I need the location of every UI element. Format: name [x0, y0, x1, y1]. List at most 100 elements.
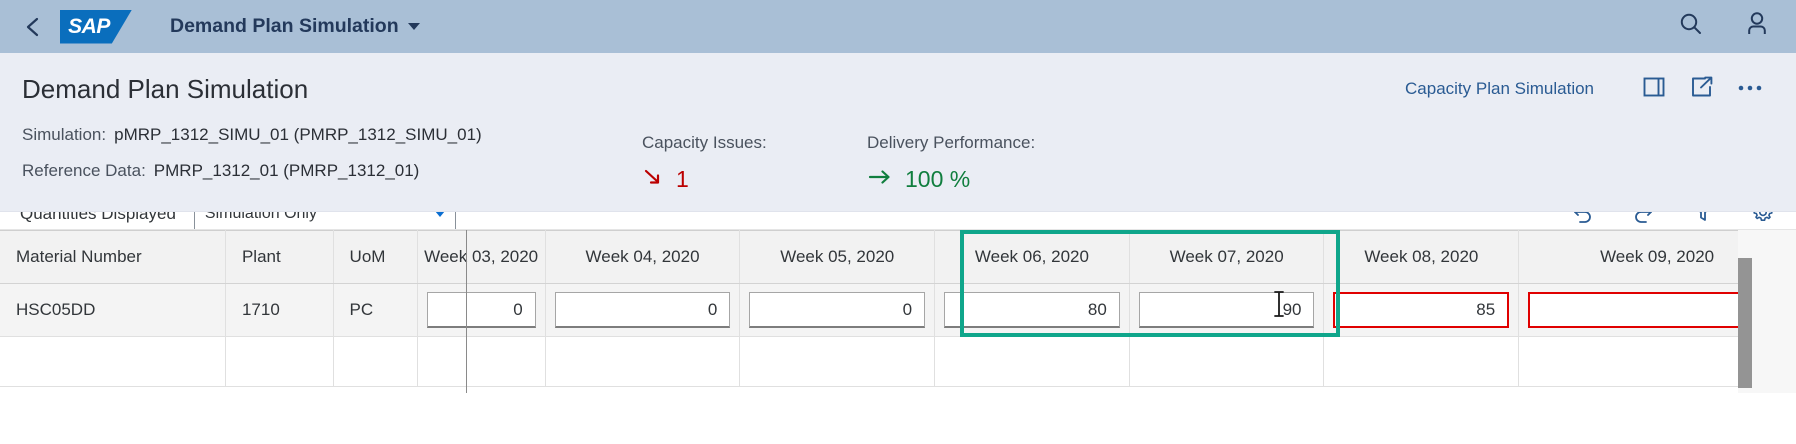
delivery-performance-value: 100 %: [905, 165, 971, 192]
cell-material-number: HSC05DD: [0, 283, 226, 337]
simulation-info-line: Simulation: pMRP_1312_SIMU_01 (PMRP_1312…: [22, 125, 642, 161]
page-title: Demand Plan Simulation: [22, 73, 309, 104]
table-row[interactable]: [0, 336, 1796, 387]
shell-bar: SAP Demand Plan Simulation: [0, 0, 1796, 53]
cell-empty: [333, 336, 418, 387]
redo-icon: [1632, 212, 1654, 228]
simulation-label: Simulation:: [22, 125, 107, 144]
quantities-displayed-value: Simulation Only: [204, 212, 317, 222]
simulation-value: pMRP_1312_SIMU_01 (PMRP_1312_SIMU_01): [114, 125, 482, 144]
demand-plan-table: Material Number Plant UoM Week 03, 2020 …: [0, 230, 1796, 393]
search-icon: [1678, 11, 1704, 42]
cell-week-03: 0: [417, 283, 546, 337]
vertical-scrollbar[interactable]: [1738, 230, 1752, 393]
capacity-issues-kpi: Capacity Issues: 1: [642, 125, 867, 197]
quantity-input-week-05[interactable]: 0: [749, 292, 926, 328]
chevron-left-icon: [23, 16, 43, 38]
quantities-displayed-label: Quantities Displayed: [20, 212, 176, 223]
shell-bar-left: SAP Demand Plan Simulation: [14, 8, 1674, 46]
chevron-down-icon: [407, 23, 420, 30]
cell-week-07: 90: [1129, 283, 1325, 337]
quantity-input-week-08[interactable]: 85: [1333, 292, 1510, 328]
table-right-gutter: [1752, 230, 1796, 393]
grid-body: HSC05DD 1710 PC 0 0 0 80 90: [0, 283, 1796, 387]
cell-empty: [225, 336, 334, 387]
back-button[interactable]: [14, 8, 52, 46]
table-row[interactable]: HSC05DD 1710 PC 0 0 0 80 90: [0, 283, 1796, 337]
cell-empty: [0, 336, 226, 387]
page-header: Demand Plan Simulation Capacity Plan Sim…: [0, 53, 1796, 212]
column-header-plant[interactable]: Plant: [225, 230, 334, 284]
page-header-info: Simulation: pMRP_1312_SIMU_01 (PMRP_1312…: [22, 125, 1774, 211]
cell-empty: [417, 336, 546, 387]
cell-week-06: 80: [934, 283, 1130, 337]
cell-empty: [1129, 336, 1325, 387]
capacity-issues-value: 1: [676, 165, 689, 192]
column-header-week-04[interactable]: Week 04, 2020: [545, 230, 741, 284]
split-screen-icon: [1642, 75, 1666, 104]
column-header-week-07[interactable]: Week 07, 2020: [1129, 230, 1325, 284]
delivery-performance-label: Delivery Performance:: [867, 133, 1036, 152]
column-header-week-05[interactable]: Week 05, 2020: [739, 230, 936, 284]
cell-uom: PC: [333, 283, 418, 337]
capacity-issues-value-row: 1: [642, 161, 867, 197]
table-toolbar-actions: [1570, 212, 1776, 227]
search-button[interactable]: [1674, 10, 1708, 44]
grid-header-row: Material Number Plant UoM Week 03, 2020 …: [0, 230, 1796, 284]
undo-icon: [1572, 212, 1594, 228]
split-view-button[interactable]: [1630, 69, 1678, 109]
right-arrow-icon: [867, 166, 893, 193]
cell-plant: 1710: [225, 283, 334, 337]
reference-data-value: PMRP_1312_01 (PMRP_1312_01): [153, 161, 420, 180]
page-header-top: Demand Plan Simulation Capacity Plan Sim…: [22, 53, 1774, 125]
sap-logo[interactable]: SAP: [60, 9, 132, 44]
user-avatar-icon: [1745, 11, 1769, 42]
table-toolbar: Quantities Displayed Simulation Only: [0, 212, 1796, 230]
user-profile-button[interactable]: [1740, 10, 1774, 44]
delivery-performance-value-row: 100 %: [867, 161, 1035, 197]
sap-logo-text: SAP: [68, 14, 110, 38]
cell-week-08: 85: [1323, 283, 1520, 337]
filter-button[interactable]: [1690, 212, 1716, 227]
column-header-week-06[interactable]: Week 06, 2020: [934, 230, 1130, 284]
quantity-input-week-07[interactable]: 90: [1138, 292, 1315, 328]
chevron-down-icon: [434, 212, 445, 217]
cell-empty: [934, 336, 1130, 387]
column-header-material-number[interactable]: Material Number: [0, 230, 226, 284]
simulation-info-group: Simulation: pMRP_1312_SIMU_01 (PMRP_1312…: [22, 125, 642, 197]
quantity-input-week-04[interactable]: 0: [554, 292, 731, 328]
reference-data-info-line: Reference Data: PMRP_1312_01 (PMRP_1312_…: [22, 161, 642, 197]
column-header-week-03[interactable]: Week 03, 2020: [417, 230, 546, 284]
down-right-arrow-icon: [642, 166, 664, 193]
column-header-week-08[interactable]: Week 08, 2020: [1323, 230, 1520, 284]
share-icon: [1690, 75, 1714, 104]
delivery-performance-kpi: Delivery Performance: 100 %: [867, 125, 1035, 197]
cell-empty: [545, 336, 741, 387]
table-toolbar-inner: Quantities Displayed Simulation Only: [0, 212, 1796, 229]
app-title-label: Demand Plan Simulation: [170, 15, 399, 37]
capacity-plan-simulation-link[interactable]: Capacity Plan Simulation: [1405, 79, 1594, 98]
capacity-issues-label: Capacity Issues:: [642, 133, 767, 152]
cell-empty: [1323, 336, 1520, 387]
overflow-actions-button[interactable]: [1726, 69, 1774, 109]
reference-data-label: Reference Data:: [22, 161, 146, 180]
grid-header: Material Number Plant UoM Week 03, 2020 …: [0, 230, 1796, 284]
table-settings-button[interactable]: [1750, 212, 1776, 227]
app-title-menu[interactable]: Demand Plan Simulation: [170, 15, 420, 38]
quantity-input-week-03[interactable]: 0: [426, 292, 536, 328]
quantities-displayed-select[interactable]: Simulation Only: [193, 212, 456, 229]
demand-plan-grid: Material Number Plant UoM Week 03, 2020 …: [0, 230, 1796, 387]
vertical-scrollbar-thumb[interactable]: [1738, 258, 1752, 388]
column-header-uom[interactable]: UoM: [333, 230, 418, 284]
gear-icon: [1751, 212, 1775, 229]
cell-empty: [739, 336, 936, 387]
cell-week-05: 0: [739, 283, 936, 337]
page-header-actions: Capacity Plan Simulation: [1401, 69, 1774, 109]
quantity-input-week-06[interactable]: 80: [944, 292, 1120, 328]
more-actions-icon: [1737, 80, 1763, 98]
share-button[interactable]: [1678, 69, 1726, 109]
undo-button[interactable]: [1570, 212, 1596, 227]
cell-week-04: 0: [545, 283, 741, 337]
shell-bar-right: [1674, 10, 1774, 44]
redo-button[interactable]: [1630, 212, 1656, 227]
